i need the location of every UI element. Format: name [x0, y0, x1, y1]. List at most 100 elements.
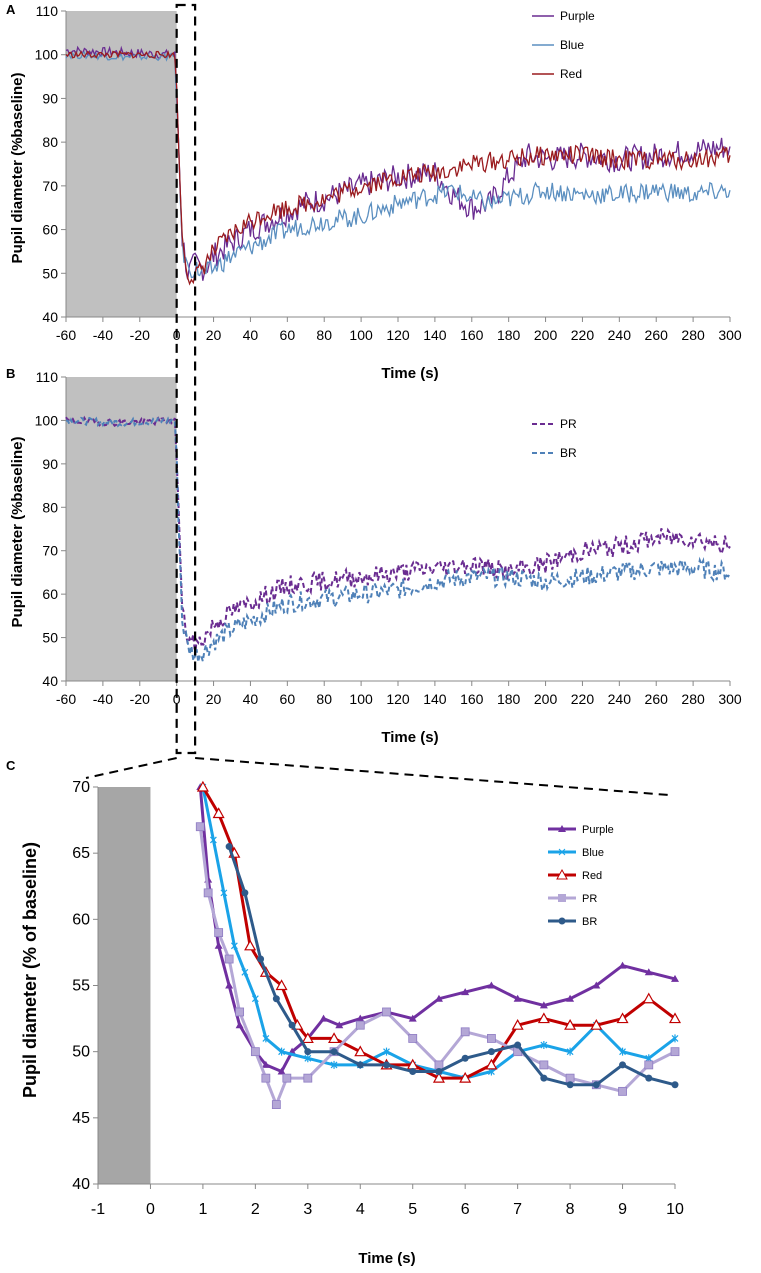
data-point-purple	[644, 968, 653, 976]
x-tick-label: 280	[681, 327, 705, 343]
y-tick-label: 45	[72, 1110, 90, 1127]
legend-marker	[556, 868, 568, 880]
data-point-br	[566, 1081, 574, 1089]
panel-b-x-axis-label: Time (s)	[381, 729, 438, 746]
data-point-br	[540, 1074, 548, 1082]
y-tick-label: 110	[36, 369, 59, 385]
y-tick-label: 60	[42, 586, 58, 602]
data-point-red	[616, 1012, 629, 1024]
data-point-purple	[566, 994, 575, 1002]
x-tick-label: 180	[497, 327, 521, 343]
data-point-red	[590, 1018, 603, 1030]
x-tick-label: 1	[198, 1201, 207, 1218]
data-point-br	[241, 889, 249, 897]
x-tick-label: 10	[666, 1201, 684, 1218]
data-point-blue	[251, 994, 259, 1003]
y-tick-label: 80	[42, 134, 58, 150]
y-tick-label: 60	[72, 911, 90, 928]
baseline-shading	[98, 787, 151, 1184]
data-point-br	[487, 1048, 495, 1056]
x-tick-label: 4	[356, 1201, 365, 1218]
x-tick-label: 3	[303, 1201, 312, 1218]
legend-label-pr: PR	[582, 893, 597, 905]
legend-label-purple: Purple	[560, 9, 595, 23]
data-point-blue	[209, 835, 217, 844]
legend-label-purple: Purple	[582, 824, 614, 836]
legend-marker	[558, 848, 566, 856]
y-tick-label: 50	[42, 265, 58, 281]
data-point-red	[485, 1058, 498, 1070]
data-point-br	[671, 1081, 679, 1089]
data-point-br	[514, 1041, 522, 1049]
x-tick-label: 6	[461, 1201, 470, 1218]
data-point-red	[432, 1071, 445, 1083]
data-point-red	[275, 979, 288, 991]
x-tick-label: 9	[618, 1201, 627, 1218]
x-tick-label: 300	[718, 691, 742, 707]
data-point-blue	[304, 1054, 312, 1063]
panel-c-x-axis-label: Time (s)	[358, 1250, 415, 1267]
data-point-pr	[644, 1060, 654, 1070]
legend-label-br: BR	[560, 446, 577, 460]
data-point-pr	[565, 1073, 575, 1083]
y-tick-label: 50	[42, 630, 58, 646]
data-point-br	[288, 1021, 296, 1029]
legend-label-blue: Blue	[560, 38, 584, 52]
panel-b-letter: B	[6, 366, 15, 381]
x-tick-label: 80	[316, 327, 332, 343]
x-tick-label: 140	[423, 691, 447, 707]
data-point-br	[592, 1081, 600, 1089]
x-tick-label: 20	[206, 691, 222, 707]
panel-c-y-axis-label: Pupil diameter (% of baseline)	[20, 842, 40, 1098]
data-point-br	[304, 1048, 312, 1056]
data-point-red	[564, 1018, 577, 1030]
x-tick-label: 220	[571, 691, 595, 707]
data-point-blue	[383, 1047, 390, 1056]
panel-b: B Pupil diameter (%baseline) Time (s) 40…	[6, 366, 742, 746]
x-tick-label: 220	[571, 327, 595, 343]
x-tick-label: 0	[146, 1201, 155, 1218]
x-tick-label: 8	[566, 1201, 575, 1218]
y-tick-label: 100	[35, 47, 59, 63]
data-point-br	[330, 1048, 338, 1056]
data-point-pr	[460, 1027, 470, 1037]
x-tick-label: 120	[386, 327, 410, 343]
data-point-blue	[566, 1047, 574, 1056]
data-point-purple	[277, 1067, 286, 1075]
data-point-pr	[195, 822, 205, 832]
data-point-br	[225, 843, 233, 851]
x-tick-label: 60	[280, 327, 296, 343]
data-point-br	[409, 1068, 417, 1076]
data-point-br	[645, 1074, 653, 1082]
x-tick-label: 20	[206, 327, 222, 343]
data-point-blue	[230, 941, 238, 950]
data-point-blue	[330, 1060, 338, 1069]
panel-c: C Pupil diameter (% of baseline) Time (s…	[6, 758, 684, 1267]
zoom-connector-left	[85, 757, 177, 779]
data-point-br	[435, 1068, 443, 1076]
x-tick-label: 7	[513, 1201, 522, 1218]
data-point-purple	[214, 941, 223, 949]
data-point-pr	[282, 1073, 292, 1083]
data-point-purple	[235, 1021, 244, 1029]
zoom-connector-right	[195, 757, 670, 796]
legend-label-br: BR	[582, 916, 597, 928]
data-point-purple	[335, 1021, 344, 1029]
data-point-br	[257, 955, 265, 963]
baseline-shading	[66, 377, 177, 681]
legend-marker	[558, 894, 566, 902]
data-point-purple	[261, 1060, 270, 1068]
x-tick-label: 140	[423, 327, 447, 343]
x-tick-label: -20	[130, 691, 150, 707]
x-tick-label: 5	[408, 1201, 417, 1218]
panel-c-letter: C	[6, 758, 16, 773]
data-point-pr	[434, 1060, 444, 1070]
data-point-purple	[539, 1001, 548, 1009]
legend-label-blue: Blue	[582, 847, 604, 859]
data-point-br	[383, 1061, 390, 1069]
data-point-pr	[303, 1073, 313, 1083]
data-point-pr	[271, 1100, 281, 1109]
x-tick-label: 40	[243, 691, 259, 707]
data-point-red	[301, 1032, 314, 1044]
data-point-red	[196, 780, 209, 792]
